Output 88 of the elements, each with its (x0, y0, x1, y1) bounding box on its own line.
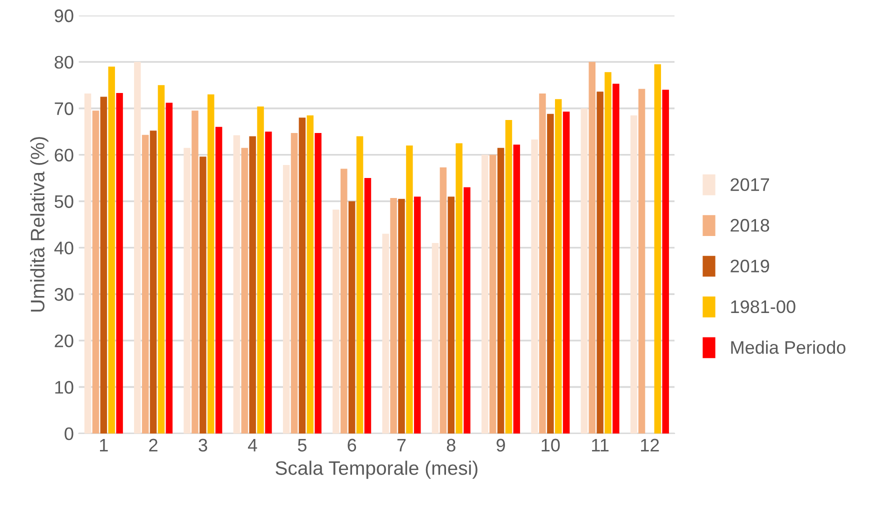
legend-label: Media Periodo (731, 340, 846, 354)
y-tick-label: 40 (54, 242, 74, 254)
x-tick-label: 12 (641, 438, 659, 452)
bar (612, 84, 620, 434)
bar (398, 198, 405, 434)
bar (562, 112, 570, 434)
y-axis-title: Umidità Relativa (%) (30, 137, 48, 312)
bar (306, 115, 314, 434)
bar (233, 135, 240, 434)
y-tick-label: 80 (54, 56, 74, 69)
bar (588, 62, 596, 434)
bar (241, 148, 248, 434)
bar (596, 92, 604, 434)
y-tick-label: 50 (54, 195, 74, 208)
bar (513, 144, 520, 434)
bar (116, 93, 123, 434)
bar (257, 106, 264, 434)
y-tick-label: 60 (54, 148, 74, 162)
bar (282, 165, 290, 434)
bar (348, 201, 356, 434)
x-tick-label: 10 (542, 438, 560, 452)
bar (100, 96, 108, 434)
x-tick-label: 4 (248, 438, 258, 452)
y-tick-label: 30 (54, 288, 74, 301)
y-tick-label: 20 (54, 334, 74, 348)
bar (654, 64, 662, 434)
x-tick-label: 6 (348, 438, 356, 452)
bar (142, 134, 149, 434)
legend-label: 2017 (730, 178, 770, 192)
x-tick-label: 7 (397, 438, 406, 452)
bar (440, 167, 447, 434)
bar (340, 168, 348, 434)
bar (265, 132, 272, 434)
y-tick-label: 90 (54, 9, 74, 22)
bar (505, 120, 512, 434)
bar (356, 136, 364, 434)
bar (482, 154, 488, 434)
x-tick-label: 1 (100, 438, 108, 452)
bar (184, 148, 190, 434)
y-tick-label: 10 (55, 380, 74, 394)
bar (662, 90, 669, 434)
bar (208, 94, 214, 434)
bar (630, 115, 638, 434)
x-axis-title: Scala Temporale (mesi) (276, 460, 478, 479)
bar (554, 99, 562, 434)
bar (406, 146, 413, 434)
bar (531, 139, 538, 434)
bar (298, 118, 306, 434)
legend-label: 2019 (730, 260, 770, 272)
bar (497, 148, 504, 434)
x-tick-label: 2 (149, 438, 158, 452)
bar (332, 210, 340, 434)
x-tick-label: 9 (496, 438, 505, 452)
x-tick-label: 5 (298, 438, 306, 452)
bar (547, 114, 554, 434)
x-tick-label: 11 (592, 438, 609, 452)
bar (604, 72, 612, 434)
bar (134, 62, 141, 434)
bar (200, 156, 206, 434)
legend-label: 1981-00 (731, 300, 796, 314)
bar (364, 178, 372, 434)
bar (290, 132, 298, 434)
bar (464, 187, 470, 434)
bar (249, 136, 256, 434)
y-tick-label: 0 (64, 427, 74, 440)
bar (92, 110, 100, 434)
bar (382, 234, 389, 434)
bar (638, 88, 646, 434)
bar (448, 196, 455, 434)
bar (158, 85, 165, 434)
x-tick-label: 8 (446, 438, 456, 452)
bar (580, 108, 588, 434)
bar (314, 132, 322, 434)
x-tick-label: 3 (198, 438, 208, 452)
y-tick-label: 70 (54, 102, 74, 116)
bar (390, 198, 397, 434)
bar (489, 154, 496, 434)
bar (456, 143, 462, 434)
bar (192, 110, 198, 434)
bar (166, 102, 173, 434)
legend-label: 2018 (730, 218, 770, 232)
bar (150, 130, 157, 434)
bar (414, 196, 421, 434)
bar (539, 94, 546, 434)
bar (215, 126, 222, 434)
bar (432, 243, 439, 434)
bar (108, 66, 115, 434)
bar (84, 94, 92, 434)
